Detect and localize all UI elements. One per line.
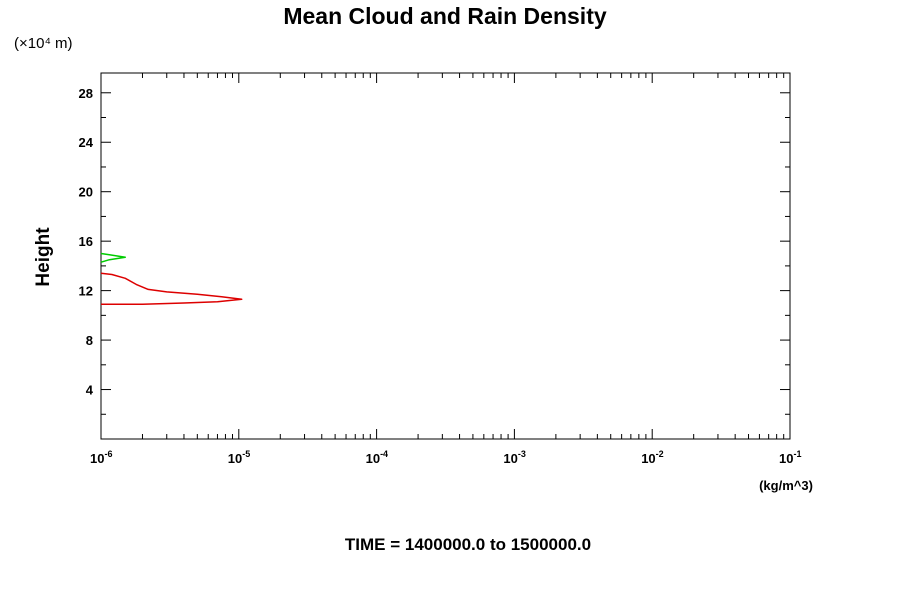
x-tick-base: 10	[228, 451, 242, 466]
x-tick-label: 10-2	[641, 449, 663, 466]
x-tick-exponent: -2	[656, 449, 664, 459]
x-tick-label: 10-1	[779, 449, 801, 466]
x-tick-base: 10	[90, 451, 104, 466]
x-tick-label: 10-4	[366, 449, 388, 466]
y-tick-label: 28	[79, 86, 93, 101]
axis-ticks	[100, 73, 791, 439]
y-tick-label: 4	[86, 383, 94, 398]
y-unit-note: (×10⁴ m)	[14, 35, 73, 52]
x-tick-base: 10	[366, 451, 380, 466]
y-tick-label: 24	[79, 135, 94, 150]
x-tick-base: 10	[503, 451, 517, 466]
x-tick-label: 10-3	[503, 449, 525, 466]
time-range-label: TIME = 1400000.0 to 1500000.0	[345, 535, 591, 554]
x-tick-label: 10-6	[90, 449, 112, 466]
x-tick-exponent: -5	[242, 449, 250, 459]
y-tick-label: 8	[86, 333, 93, 348]
plot-frame	[100, 72, 791, 440]
y-tick-label: 16	[79, 234, 93, 249]
x-tick-exponent: -1	[793, 449, 801, 459]
x-tick-exponent: -6	[104, 449, 112, 459]
x-tick-base: 10	[779, 451, 793, 466]
x-tick-base: 10	[641, 451, 655, 466]
y-tick-label: 20	[79, 185, 93, 200]
x-tick-exponent: -4	[380, 449, 388, 459]
x-tick-label: 10-5	[228, 449, 250, 466]
series-line-2	[100, 252, 127, 263]
series-group	[100, 252, 243, 305]
x-tick-exponent: -3	[518, 449, 526, 459]
chart-title: Mean Cloud and Rain Density	[283, 3, 607, 29]
y-tick-label: 12	[79, 284, 93, 299]
series-line-1	[100, 272, 243, 305]
x-axis-unit: (kg/m^3)	[759, 478, 813, 493]
y-axis-label: Height	[33, 227, 54, 287]
